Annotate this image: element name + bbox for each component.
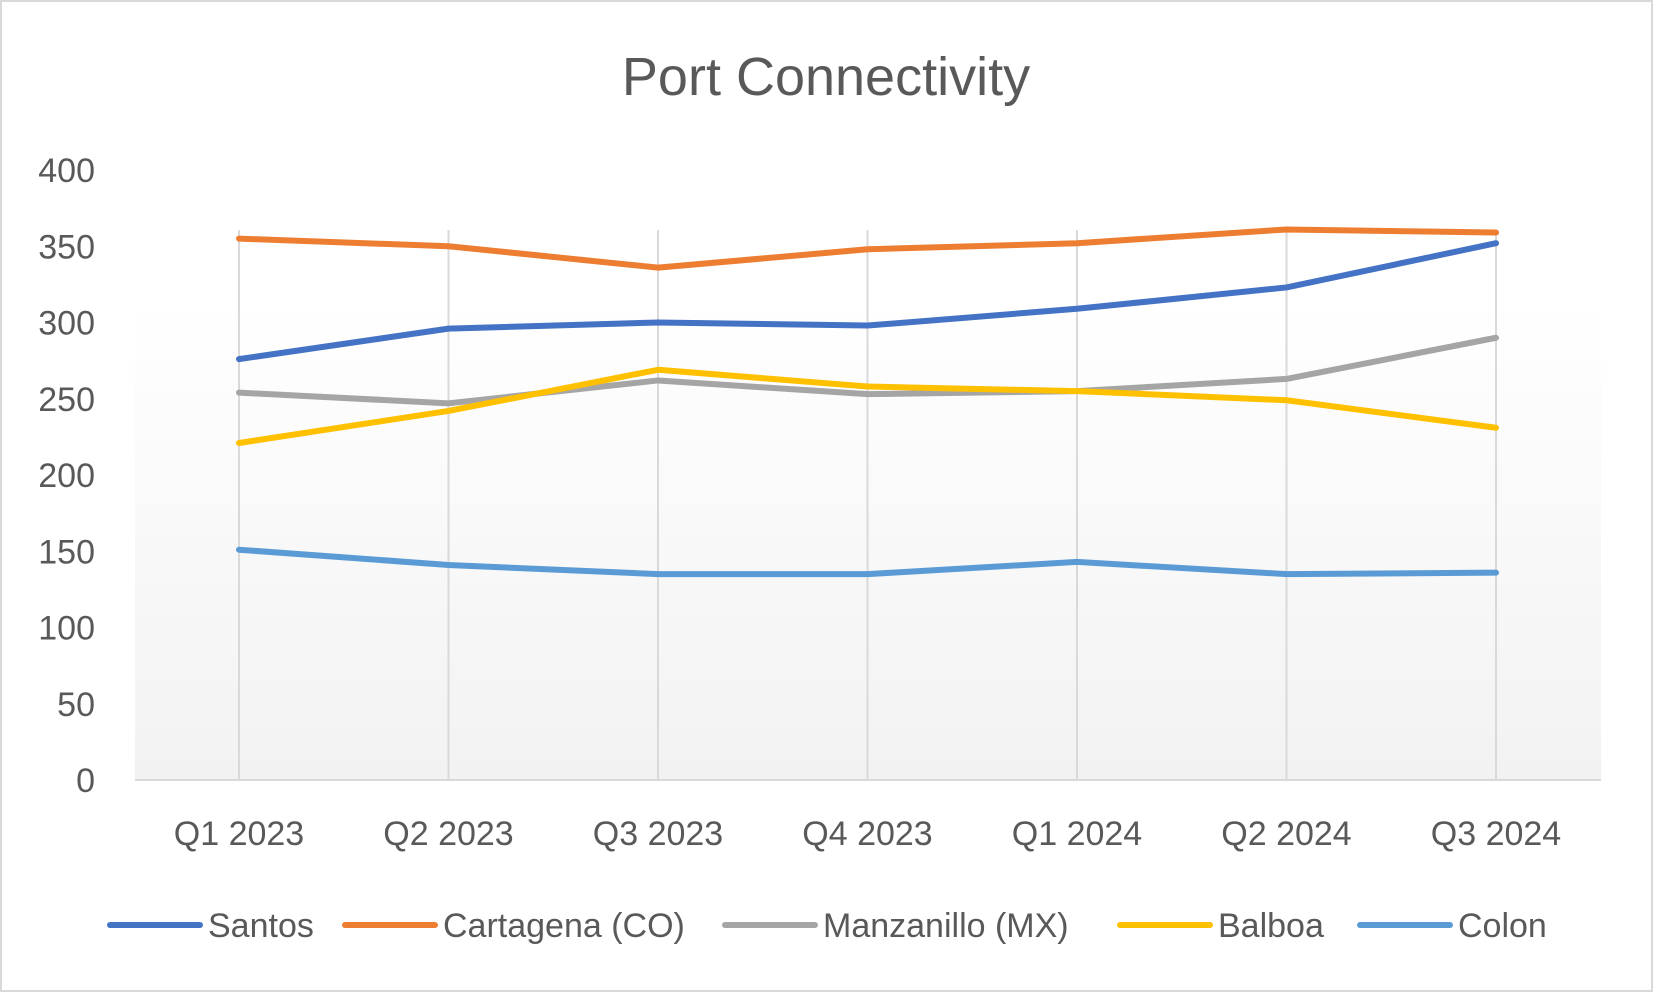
- x-tick-label: Q3 2023: [593, 815, 723, 853]
- y-tick-label: 100: [38, 610, 95, 648]
- y-tick-label: 50: [57, 686, 95, 724]
- x-tick-label: Q2 2024: [1221, 815, 1351, 853]
- x-tick-label: Q3 2024: [1431, 815, 1561, 853]
- legend-label: Cartagena (CO): [443, 907, 685, 945]
- series-line-balboa: [236, 366, 1499, 446]
- legend-label: Manzanillo (MX): [823, 907, 1069, 945]
- y-tick-label: 250: [38, 381, 95, 419]
- x-tick-label: Q1 2023: [174, 815, 304, 853]
- y-tick-label: 400: [38, 152, 95, 190]
- series-line-manzanillo-mx: [236, 334, 1499, 407]
- x-tick-label: Q2 2023: [383, 815, 513, 853]
- y-tick-label: 300: [38, 305, 95, 343]
- x-tick-label: Q1 2024: [1012, 815, 1142, 853]
- y-tick-label: 350: [38, 228, 95, 266]
- series-line-santos: [236, 240, 1499, 363]
- legend-label: Santos: [208, 907, 314, 945]
- series-line-colon: [236, 546, 1499, 578]
- series-line-cartagena-co: [236, 226, 1499, 271]
- y-tick-label: 150: [38, 533, 95, 571]
- x-tick-label: Q4 2023: [802, 815, 932, 853]
- y-tick-label: 200: [38, 457, 95, 495]
- chart-title: Port Connectivity: [622, 47, 1030, 107]
- legend-label: Balboa: [1218, 907, 1324, 945]
- y-tick-label: 0: [76, 762, 95, 800]
- legend-label: Colon: [1458, 907, 1547, 945]
